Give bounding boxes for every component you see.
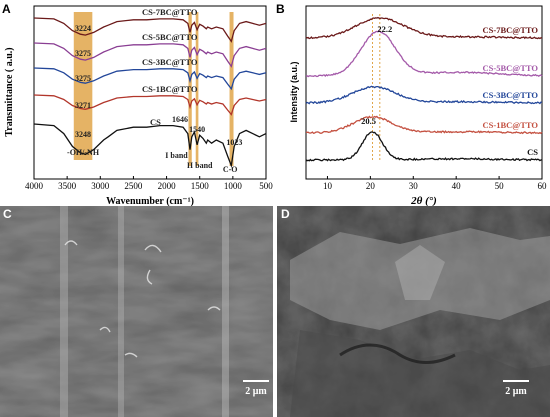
- xrd-series-line: [305, 16, 543, 40]
- ftir-peak-label: 3224: [75, 24, 91, 33]
- xrd-y-axis-label: Intensity (a.u.): [289, 61, 299, 122]
- ftir-plot-frame: [33, 5, 267, 180]
- ftir-y-axis-label: Transmittance ( a.u.): [4, 47, 15, 136]
- ftir-series-line: [33, 123, 267, 169]
- ftir-x-tick-label: 2500: [124, 181, 143, 191]
- xrd-series-line: [305, 29, 543, 78]
- xrd-series-label: CS: [527, 147, 538, 157]
- xrd-x-tick-label: 60: [538, 181, 548, 191]
- ftir-series-line: [33, 67, 267, 91]
- xrd-x-tick-label: 10: [323, 181, 333, 191]
- xrd-x-axis-label: 2θ (°): [410, 195, 437, 207]
- ftir-series-label: CS: [150, 117, 161, 127]
- highlight-band: [188, 12, 192, 166]
- xrd-series-line: [305, 85, 542, 105]
- ftir-peak-label: 3275: [75, 74, 91, 83]
- xrd-series-line: [306, 115, 543, 135]
- ftir-x-tick-label: 3000: [91, 181, 110, 191]
- ftir-series-line: [33, 94, 267, 116]
- xrd-series-label: CS-1BC@TTO: [483, 120, 539, 130]
- scale-bar-c: [243, 380, 269, 382]
- ftir-x-axis-label: Wavenumber (cm⁻¹): [106, 196, 194, 207]
- xrd-chart: B CS-7BC@TTO CS-5BC@TTO CS-3BC@TTO CS-1BC@T…: [276, 2, 547, 207]
- xrd-series-label: CS-3BC@TTO: [483, 90, 539, 100]
- xrd-series-label: CS-5BC@TTO: [483, 63, 539, 73]
- ftir-x-tick-label: 3500: [58, 181, 77, 191]
- ftir-series-line: [33, 17, 267, 43]
- ftir-peak-label: 1646: [172, 115, 188, 124]
- ftir-series-label: CS-3BC@TTO: [142, 57, 198, 67]
- highlight-band: [73, 12, 93, 160]
- ftir-x-tick-label: 4000: [25, 181, 44, 191]
- ftir-peak-label: 3248: [75, 130, 91, 139]
- xrd-x-tick-label: 40: [452, 181, 462, 191]
- panel-d-label: D: [281, 207, 290, 221]
- panel-b-label: B: [276, 2, 285, 16]
- ftir-x-tick-label: 2000: [158, 181, 177, 191]
- sem-image-c: C 2 μm: [0, 206, 273, 417]
- ftir-series-label: CS-5BC@TTO: [142, 32, 198, 42]
- ftir-peak-label: 3271: [75, 101, 91, 110]
- panel-c-label: C: [3, 207, 12, 221]
- ftir-band-label: -OH/-NH: [67, 148, 100, 157]
- panel-a-label: A: [2, 2, 11, 16]
- xrd-plot-frame: [305, 5, 543, 180]
- xrd-x-tick-label: 30: [409, 181, 419, 191]
- xrd-x-tick-label: 20: [366, 181, 376, 191]
- ftir-peak-label: 3275: [75, 49, 91, 58]
- ftir-x-tick-label: 1000: [224, 181, 243, 191]
- ftir-x-tick-label: 500: [259, 181, 273, 191]
- ftir-band-label: I band: [165, 151, 188, 160]
- sem-image-d: D 2 μm: [277, 206, 550, 417]
- ftir-series-label: CS-1BC@TTO: [142, 84, 198, 94]
- xrd-series-line: [305, 131, 543, 162]
- ftir-series-label: CS-7BC@TTO: [142, 7, 198, 17]
- ftir-chart: A CS-7BC@TTO CS-5BC@TTO CS-3BC@TTO CS-1BC@T…: [2, 2, 273, 207]
- scale-label-d: 2 μm: [505, 386, 527, 397]
- highlight-band: [195, 12, 199, 166]
- ftir-peak-label: 1023: [226, 138, 242, 147]
- ftir-band-label: C-O: [223, 165, 238, 174]
- xrd-series-label: CS-7BC@TTO: [483, 25, 539, 35]
- xrd-peak-label: 20.5: [361, 116, 376, 126]
- ftir-x-tick-label: 1500: [191, 181, 210, 191]
- scale-bar-d: [503, 380, 529, 382]
- ftir-peak-label: 1540: [189, 125, 205, 134]
- ftir-series-line: [33, 42, 267, 68]
- xrd-peak-label: 22.2: [377, 24, 392, 34]
- xrd-x-tick-label: 50: [495, 181, 505, 191]
- ftir-band-label: II band: [187, 161, 213, 170]
- scale-label-c: 2 μm: [245, 386, 267, 397]
